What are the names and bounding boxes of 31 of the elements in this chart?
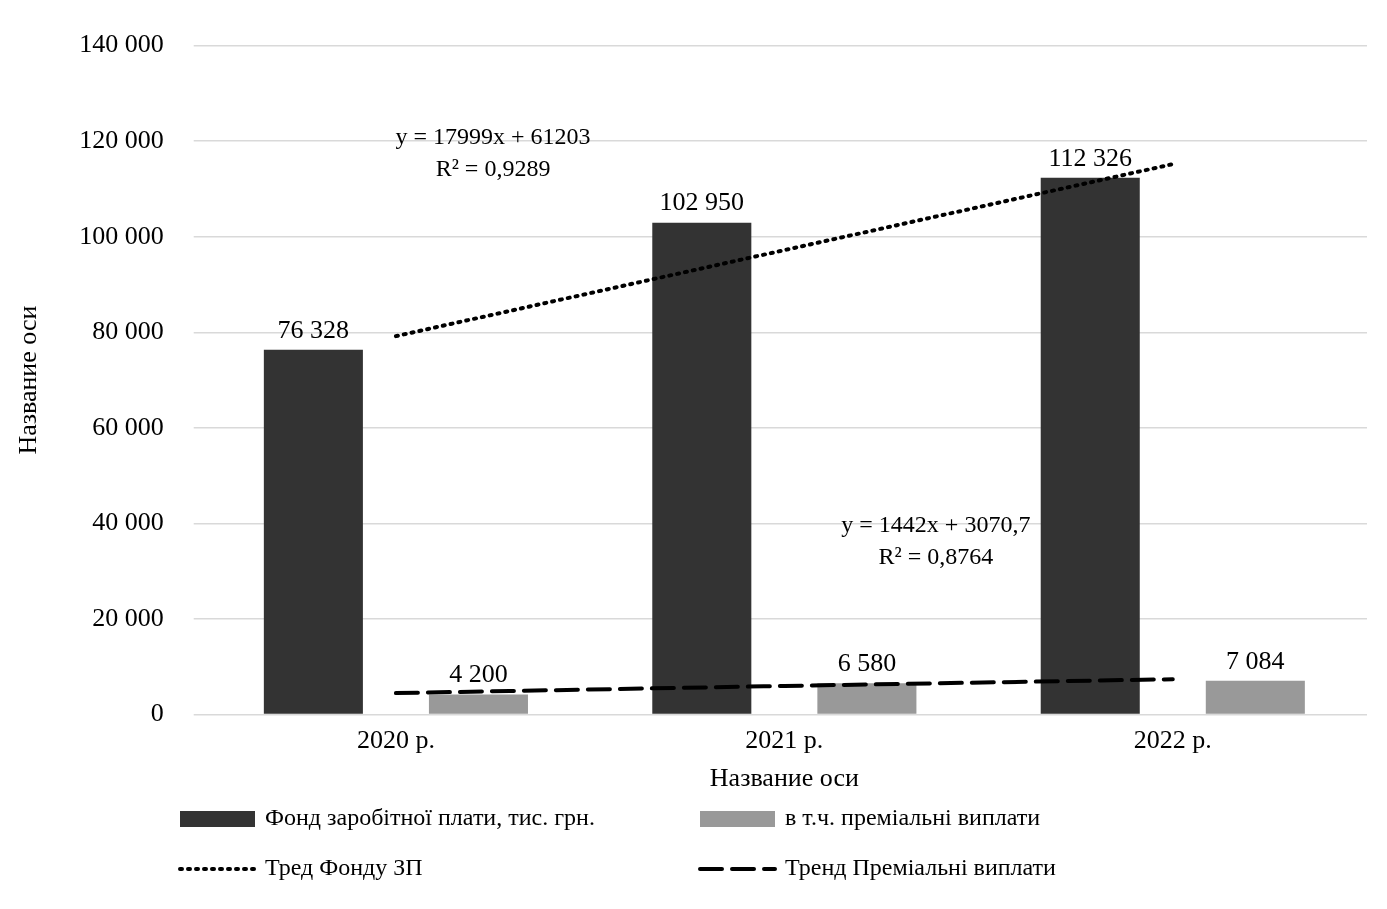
bar	[817, 683, 917, 714]
y-tick-label: 80 000	[92, 316, 164, 346]
annotation: y = 17999x + 61203 R² = 0,9289	[395, 123, 591, 182]
y-tick-label: 100 000	[79, 220, 164, 250]
y-tick-label: 140 000	[79, 29, 164, 59]
data-label: 7 084	[1226, 645, 1285, 675]
bar	[652, 222, 752, 714]
y-tick-label: 20 000	[92, 602, 164, 632]
bar	[263, 349, 363, 714]
y-axis-title: Название оси	[13, 305, 43, 455]
bar	[1040, 177, 1140, 714]
data-label: 4 200	[449, 659, 508, 689]
y-tick-label: 60 000	[92, 411, 164, 441]
y-tick-label: 0	[150, 698, 164, 728]
y-tick-label: 40 000	[92, 507, 164, 537]
x-axis-title: Название оси	[709, 763, 859, 793]
data-label: 112 326	[1048, 142, 1133, 172]
data-label: 102 950	[659, 187, 745, 217]
bar	[1205, 680, 1305, 714]
x-tick-label: 2022 р.	[1133, 725, 1212, 755]
x-tick-label: 2021 р.	[745, 725, 824, 755]
bar	[428, 694, 528, 714]
data-label: 76 328	[277, 314, 350, 344]
legend-label: Тред Фонду ЗП	[265, 854, 423, 881]
legend-label: Фонд заробітної плати, тис. грн.	[265, 804, 595, 831]
legend-label: в т.ч. преміальні виплати	[785, 804, 1041, 831]
data-label: 6 580	[837, 647, 897, 677]
y-tick-label: 120 000	[79, 125, 164, 154]
legend-label: Тренд Преміальні виплати	[785, 854, 1057, 881]
x-tick-label: 2020 р.	[356, 725, 435, 755]
annotation: y = 1442x + 3070,7 R² = 0,8764	[841, 511, 1031, 570]
